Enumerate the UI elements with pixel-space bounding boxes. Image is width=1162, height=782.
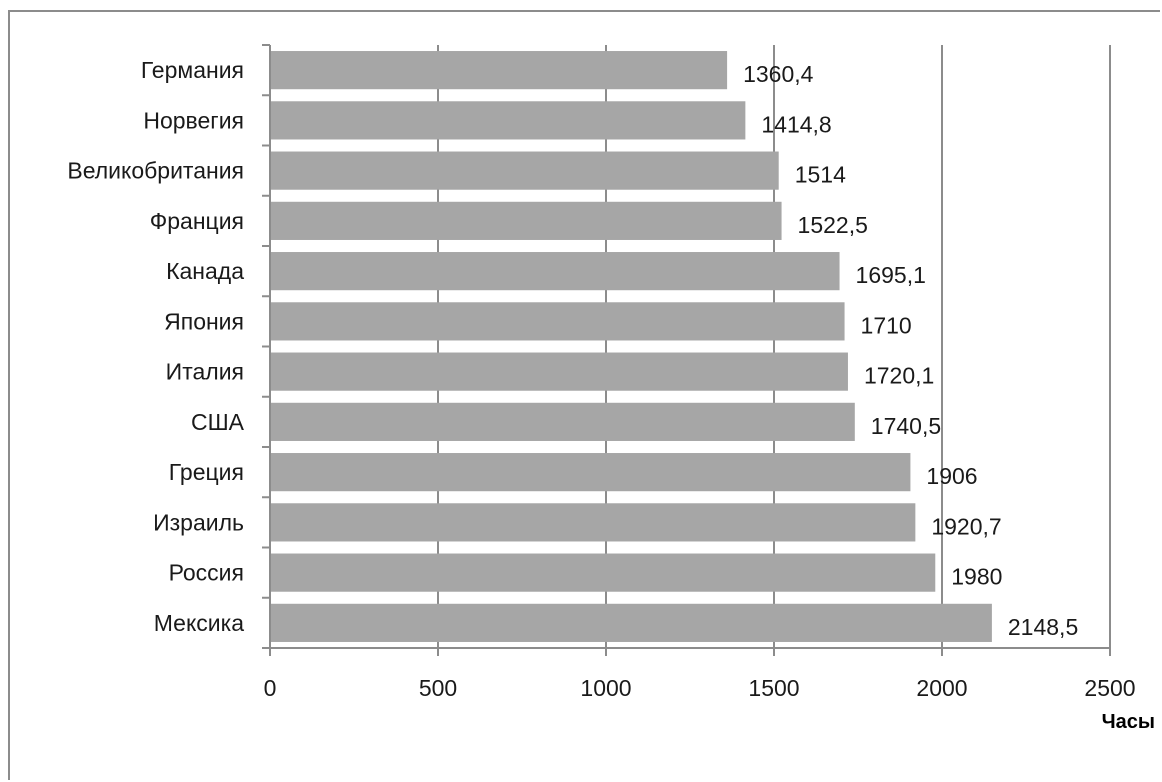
bar bbox=[271, 603, 992, 642]
data-label: 2148,5 bbox=[1008, 614, 1078, 640]
x-tick-labels: 0 500 1000 1500 2000 2500 bbox=[264, 675, 1136, 701]
category-label: США bbox=[191, 409, 245, 435]
category-label: Великобритания bbox=[67, 158, 244, 184]
x-tick-label: 1500 bbox=[748, 675, 799, 701]
bar bbox=[271, 151, 779, 190]
category-label: Греция bbox=[169, 459, 244, 485]
axes bbox=[262, 44, 1111, 656]
data-label: 1695,1 bbox=[856, 262, 926, 288]
category-label: Мексика bbox=[154, 610, 244, 636]
category-label: Канада bbox=[166, 258, 244, 284]
data-labels: 1360,4 1414,8 1514 1522,5 1695,1 1710 1720,1 17… bbox=[743, 61, 1078, 640]
bar bbox=[271, 51, 728, 90]
bar bbox=[271, 101, 746, 140]
bar bbox=[271, 352, 848, 391]
bar bbox=[271, 553, 936, 592]
x-tick-label: 2500 bbox=[1084, 675, 1135, 701]
data-label: 1414,8 bbox=[761, 111, 831, 137]
x-tick-label: 2000 bbox=[916, 675, 967, 701]
bars bbox=[271, 51, 992, 642]
bar bbox=[271, 201, 782, 240]
chart-frame bbox=[8, 10, 1160, 780]
data-label: 1514 bbox=[795, 162, 846, 188]
bar bbox=[271, 402, 855, 441]
category-label: Израиль bbox=[153, 509, 244, 535]
x-axis-title: Часы bbox=[1102, 711, 1155, 733]
category-label: Италия bbox=[166, 359, 244, 385]
data-label: 1522,5 bbox=[798, 212, 868, 238]
x-tick-label: 1000 bbox=[580, 675, 631, 701]
x-tick-label: 500 bbox=[419, 675, 457, 701]
data-label: 1740,5 bbox=[871, 413, 941, 439]
bar bbox=[271, 453, 911, 492]
category-label: Норвегия bbox=[143, 107, 244, 133]
gridlines bbox=[437, 45, 1111, 648]
bar bbox=[271, 252, 840, 291]
bar bbox=[271, 302, 845, 341]
data-label: 1980 bbox=[951, 564, 1002, 590]
bar bbox=[271, 503, 916, 542]
category-label: Германия bbox=[141, 57, 244, 83]
data-label: 1920,7 bbox=[931, 513, 1001, 539]
data-label: 1710 bbox=[861, 312, 912, 338]
category-label: Россия bbox=[169, 560, 244, 586]
data-label: 1720,1 bbox=[864, 363, 934, 389]
x-tick-label: 0 bbox=[264, 675, 277, 701]
category-label: Япония bbox=[164, 308, 244, 334]
category-labels: Германия Норвегия Великобритания Франция Кан… bbox=[67, 57, 244, 636]
data-label: 1360,4 bbox=[743, 61, 814, 87]
data-label: 1906 bbox=[926, 463, 977, 489]
category-label: Франция bbox=[150, 208, 244, 234]
